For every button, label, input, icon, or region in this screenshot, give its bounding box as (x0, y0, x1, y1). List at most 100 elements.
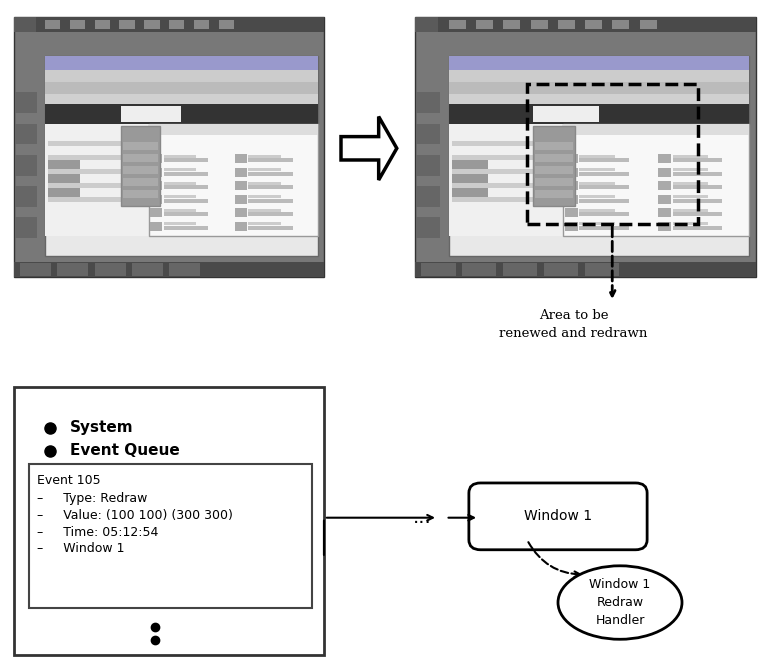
FancyBboxPatch shape (673, 185, 722, 189)
FancyBboxPatch shape (123, 142, 157, 150)
FancyBboxPatch shape (673, 155, 708, 158)
FancyBboxPatch shape (14, 17, 324, 32)
FancyBboxPatch shape (416, 124, 440, 144)
FancyBboxPatch shape (132, 263, 163, 276)
FancyBboxPatch shape (45, 56, 318, 257)
Text: –     Type: Redraw: – Type: Redraw (37, 492, 147, 505)
FancyBboxPatch shape (123, 178, 157, 186)
FancyBboxPatch shape (149, 124, 318, 236)
FancyBboxPatch shape (452, 197, 548, 202)
FancyBboxPatch shape (658, 154, 670, 163)
FancyBboxPatch shape (164, 185, 208, 189)
FancyBboxPatch shape (70, 20, 85, 29)
FancyBboxPatch shape (235, 195, 246, 204)
FancyBboxPatch shape (449, 20, 466, 29)
FancyBboxPatch shape (580, 209, 615, 212)
FancyBboxPatch shape (48, 141, 135, 146)
FancyBboxPatch shape (284, 181, 305, 202)
FancyBboxPatch shape (469, 483, 647, 550)
FancyBboxPatch shape (249, 209, 281, 212)
FancyBboxPatch shape (580, 182, 615, 184)
Text: Event Queue: Event Queue (70, 444, 180, 458)
FancyBboxPatch shape (422, 263, 456, 276)
FancyBboxPatch shape (48, 155, 135, 160)
FancyBboxPatch shape (14, 17, 324, 277)
FancyBboxPatch shape (476, 20, 493, 29)
FancyBboxPatch shape (449, 56, 749, 70)
FancyBboxPatch shape (235, 154, 246, 163)
FancyBboxPatch shape (452, 141, 548, 146)
FancyBboxPatch shape (14, 262, 324, 277)
FancyBboxPatch shape (452, 169, 548, 174)
FancyBboxPatch shape (164, 172, 208, 176)
FancyBboxPatch shape (249, 158, 293, 162)
FancyBboxPatch shape (711, 144, 735, 165)
FancyBboxPatch shape (449, 56, 749, 257)
FancyBboxPatch shape (580, 212, 629, 216)
FancyBboxPatch shape (144, 20, 160, 29)
FancyBboxPatch shape (235, 181, 246, 190)
FancyBboxPatch shape (503, 20, 520, 29)
FancyBboxPatch shape (249, 182, 281, 184)
FancyBboxPatch shape (249, 155, 281, 158)
FancyBboxPatch shape (249, 226, 293, 230)
FancyBboxPatch shape (565, 181, 577, 190)
Text: Window 1: Window 1 (524, 510, 592, 523)
FancyBboxPatch shape (150, 208, 162, 217)
FancyBboxPatch shape (150, 168, 162, 177)
FancyBboxPatch shape (14, 387, 324, 655)
Text: –     Window 1: – Window 1 (37, 542, 125, 555)
FancyBboxPatch shape (164, 212, 208, 216)
FancyBboxPatch shape (531, 20, 548, 29)
FancyBboxPatch shape (122, 106, 181, 122)
FancyBboxPatch shape (711, 181, 735, 202)
FancyBboxPatch shape (20, 263, 51, 276)
FancyBboxPatch shape (565, 168, 577, 177)
FancyBboxPatch shape (164, 198, 208, 202)
FancyBboxPatch shape (416, 92, 440, 113)
FancyBboxPatch shape (150, 181, 162, 190)
FancyBboxPatch shape (249, 195, 281, 198)
FancyBboxPatch shape (416, 186, 440, 207)
Text: Event 105: Event 105 (37, 474, 101, 487)
FancyBboxPatch shape (164, 168, 196, 171)
FancyBboxPatch shape (673, 212, 722, 216)
FancyBboxPatch shape (565, 195, 577, 204)
FancyBboxPatch shape (45, 82, 318, 94)
FancyBboxPatch shape (612, 20, 629, 29)
FancyBboxPatch shape (164, 209, 196, 212)
FancyBboxPatch shape (150, 154, 162, 163)
Text: Window 1
Redraw
Handler: Window 1 Redraw Handler (589, 578, 651, 627)
FancyBboxPatch shape (45, 56, 318, 70)
FancyBboxPatch shape (48, 197, 135, 202)
FancyBboxPatch shape (48, 160, 81, 200)
FancyBboxPatch shape (558, 20, 575, 29)
FancyBboxPatch shape (95, 263, 126, 276)
FancyBboxPatch shape (673, 195, 708, 198)
FancyBboxPatch shape (658, 181, 670, 190)
FancyBboxPatch shape (164, 195, 196, 198)
FancyBboxPatch shape (16, 217, 37, 238)
FancyBboxPatch shape (585, 20, 602, 29)
FancyBboxPatch shape (452, 183, 548, 188)
FancyBboxPatch shape (580, 198, 629, 202)
FancyBboxPatch shape (580, 222, 615, 225)
FancyBboxPatch shape (449, 82, 749, 94)
FancyBboxPatch shape (14, 17, 36, 32)
FancyBboxPatch shape (580, 155, 615, 158)
FancyBboxPatch shape (639, 20, 656, 29)
FancyBboxPatch shape (194, 20, 209, 29)
FancyBboxPatch shape (580, 168, 615, 171)
FancyBboxPatch shape (658, 168, 670, 177)
FancyBboxPatch shape (235, 168, 246, 177)
FancyBboxPatch shape (57, 263, 88, 276)
FancyBboxPatch shape (565, 208, 577, 217)
FancyBboxPatch shape (711, 217, 735, 238)
FancyBboxPatch shape (235, 208, 246, 217)
Text: System: System (70, 420, 133, 435)
FancyBboxPatch shape (164, 158, 208, 162)
FancyBboxPatch shape (284, 144, 305, 165)
FancyBboxPatch shape (249, 212, 293, 216)
FancyBboxPatch shape (658, 222, 670, 230)
FancyBboxPatch shape (150, 195, 162, 204)
